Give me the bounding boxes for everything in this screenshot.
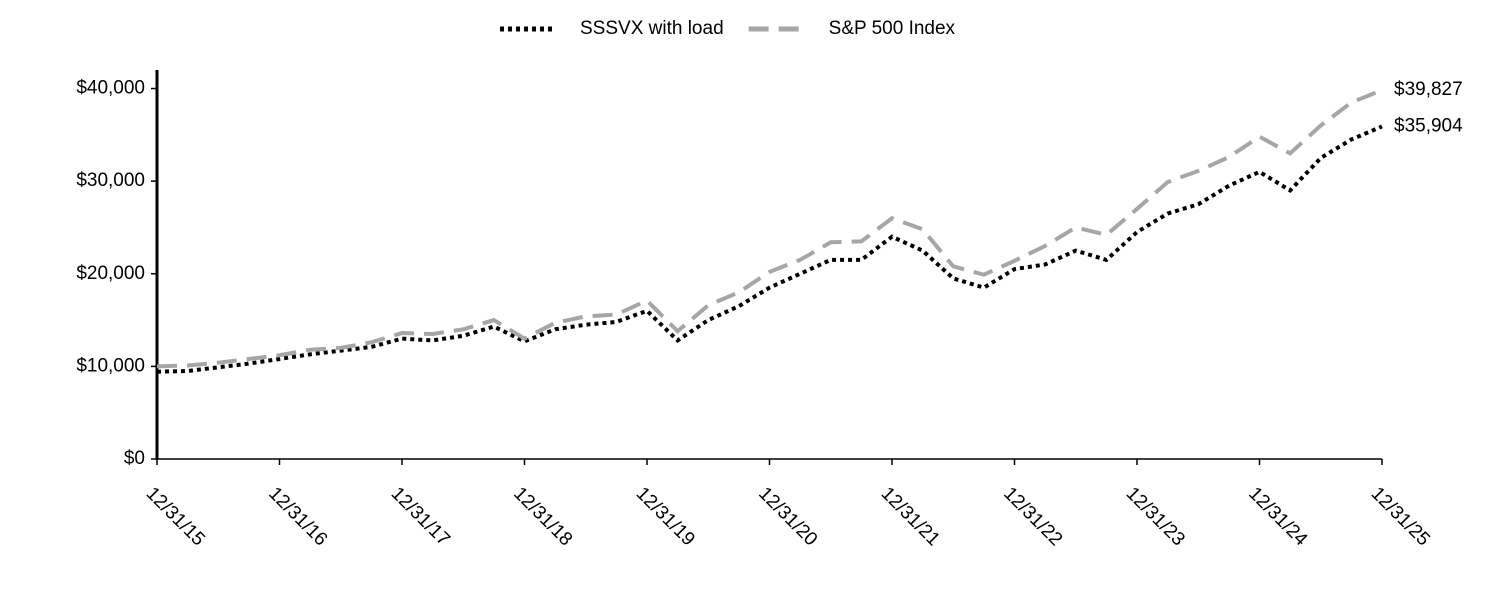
y-tick-label: $10,000 — [76, 355, 145, 376]
x-tick-label: 12/31/17 — [387, 483, 454, 550]
x-tick-label: 12/31/20 — [754, 483, 821, 550]
x-tick-label: 12/31/16 — [264, 483, 331, 550]
y-tick-label: $0 — [124, 448, 145, 469]
series-line — [156, 88, 1383, 369]
x-tick-label: 12/31/22 — [999, 483, 1066, 550]
y-tick-label: $30,000 — [76, 170, 145, 191]
x-tick-label: 12/31/15 — [142, 483, 209, 550]
y-tick-label: $20,000 — [76, 263, 145, 284]
x-tick-label: 12/31/25 — [1367, 483, 1434, 550]
x-tick-label: 12/31/21 — [877, 483, 944, 550]
series-line — [156, 124, 1383, 374]
end-label: $35,904 — [1394, 115, 1463, 136]
x-tick-label: 12/31/18 — [509, 483, 576, 550]
x-tick-label: 12/31/19 — [632, 483, 699, 550]
y-tick-label: $40,000 — [76, 78, 145, 99]
legend-label: SSSVX with load — [580, 18, 724, 39]
x-tick-label: 12/31/23 — [1122, 483, 1189, 550]
x-tick-label: 12/31/24 — [1244, 483, 1311, 550]
end-label: $39,827 — [1394, 79, 1463, 100]
legend-label: S&P 500 Index — [829, 18, 956, 39]
